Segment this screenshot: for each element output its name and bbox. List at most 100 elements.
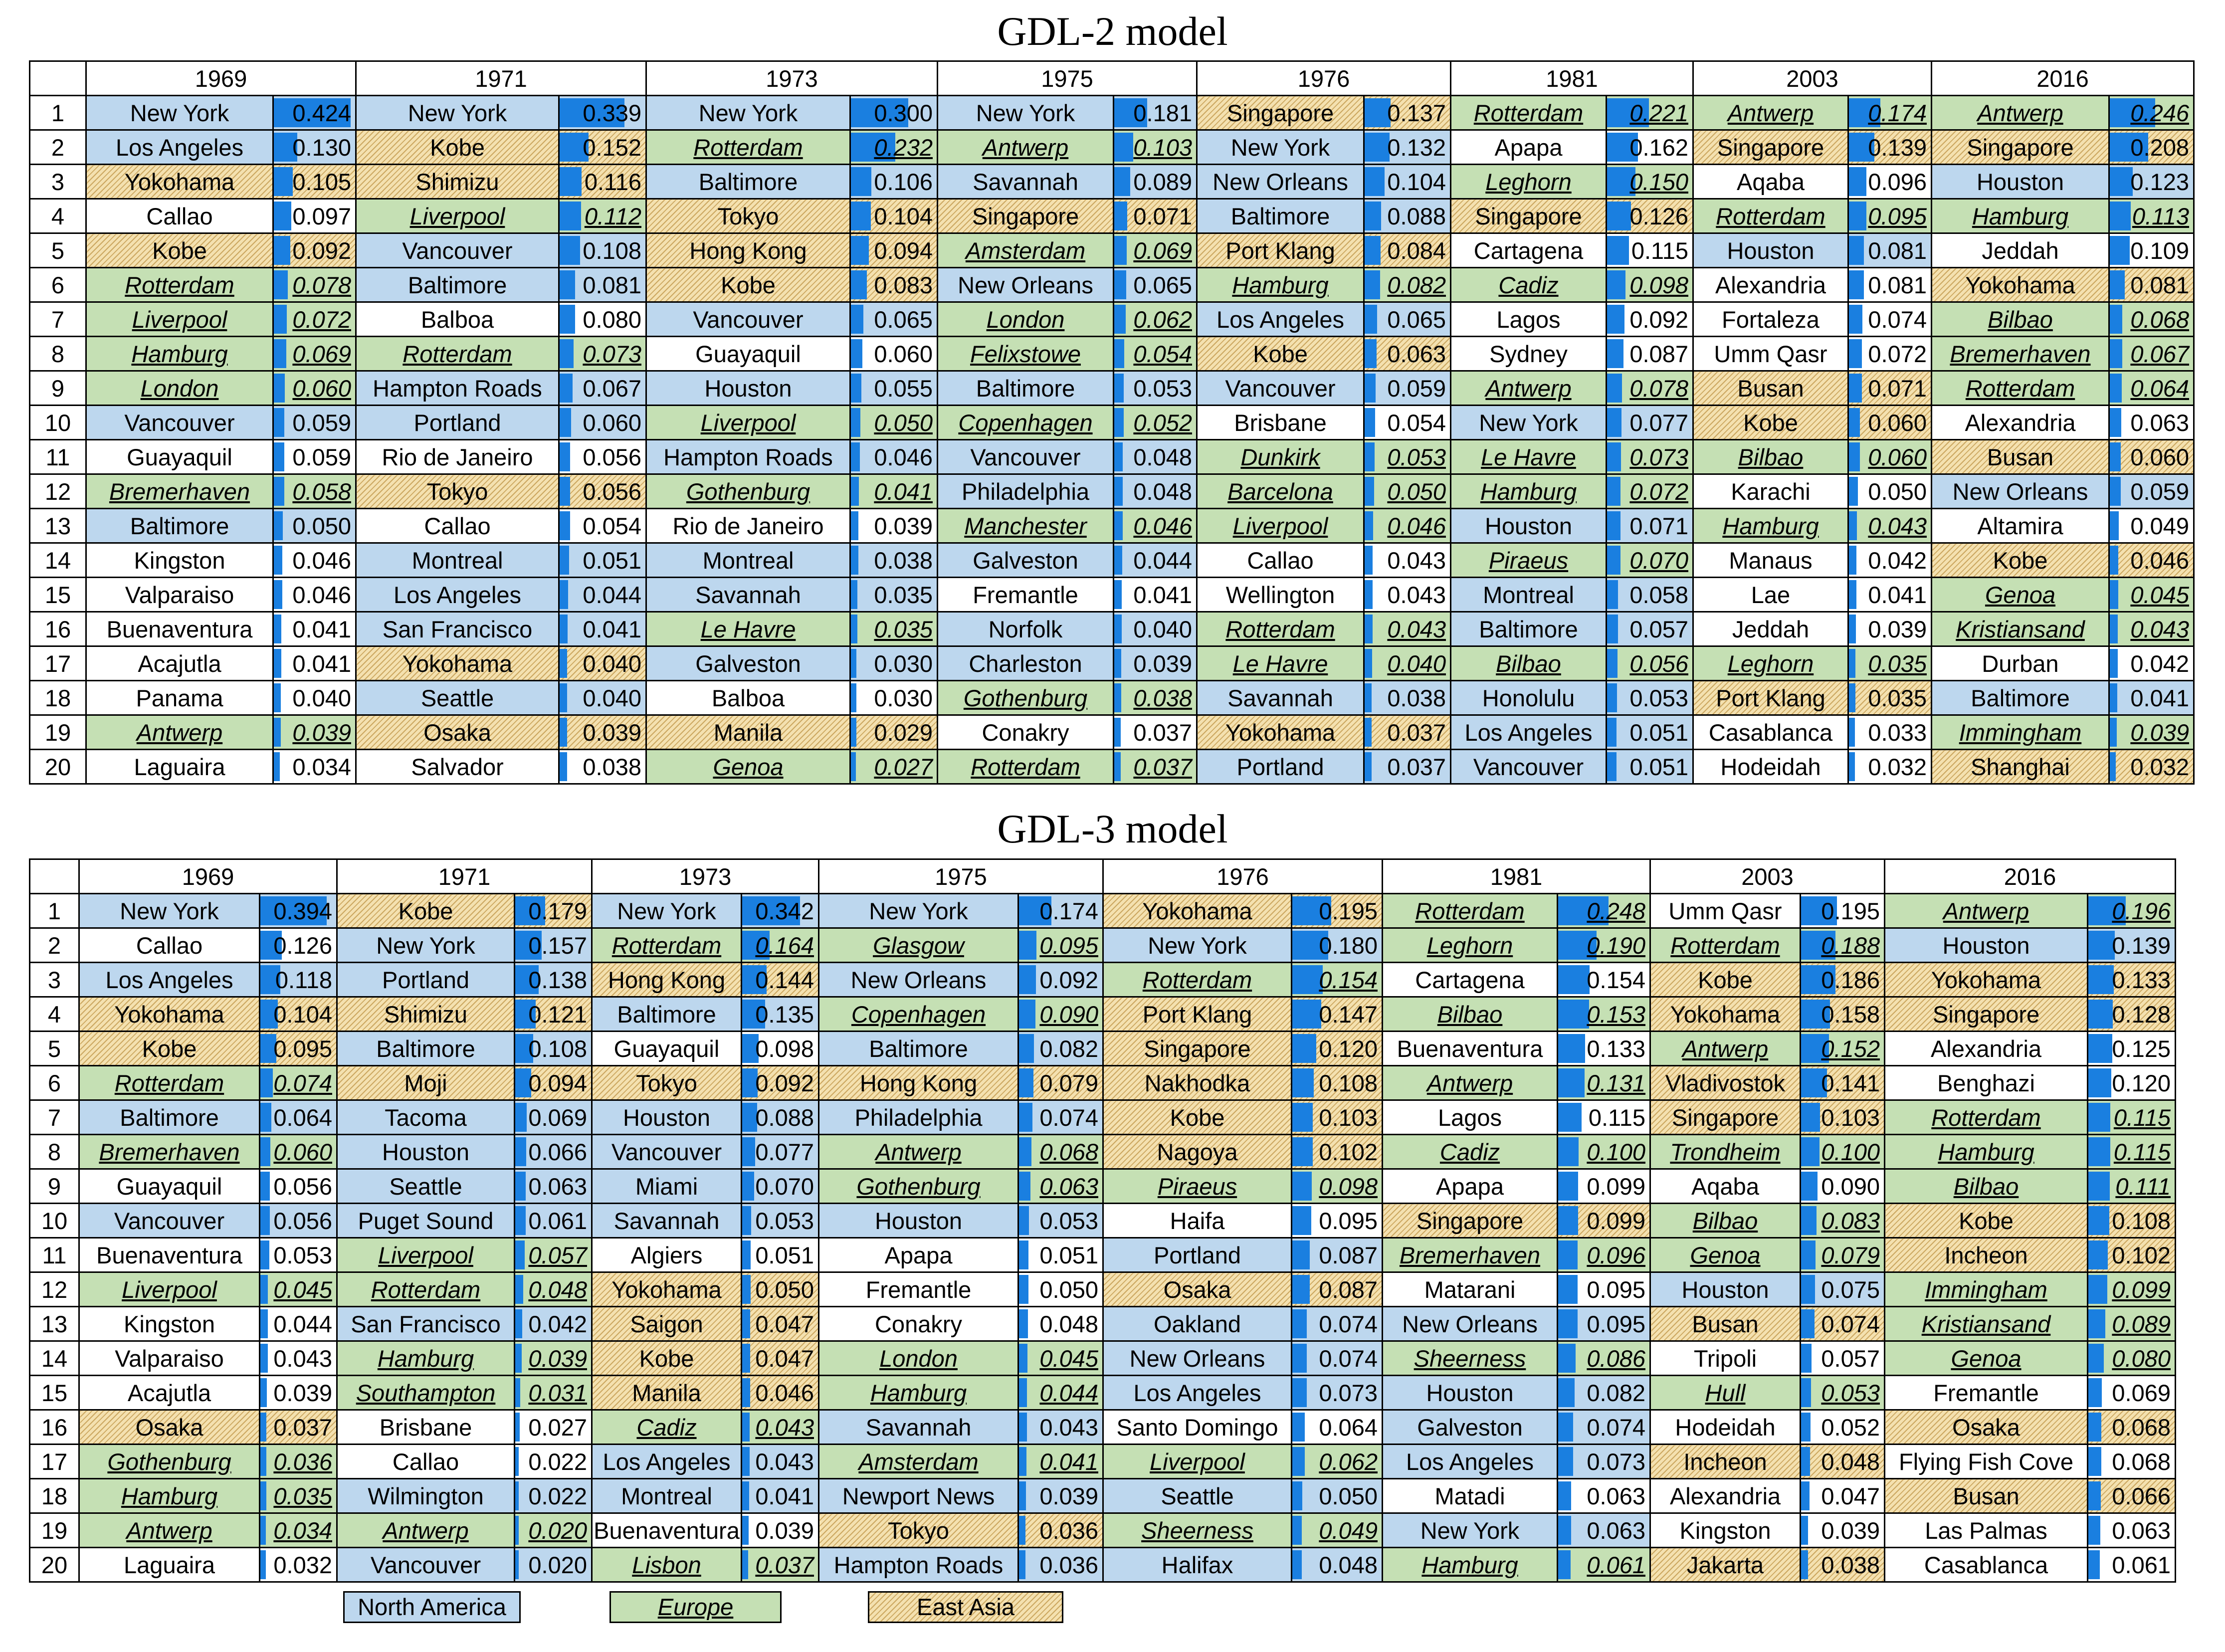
port-name-cell: Immingham xyxy=(1884,1271,2088,1307)
centrality-value-cell: 0.068 xyxy=(2108,301,2195,337)
value-bar xyxy=(1115,752,1121,781)
value-bar xyxy=(1365,408,1375,437)
port-name-cell: Algiers xyxy=(591,1237,742,1273)
port-name-cell: Callao xyxy=(355,508,560,544)
port-name-cell: New York xyxy=(1382,1512,1558,1548)
value-bar xyxy=(1365,580,1373,609)
centrality-value-cell: 0.083 xyxy=(849,267,938,303)
table-row: 14 Kingston 0.046 Montreal 0.051 Montreal 0.03… xyxy=(29,542,2195,578)
port-name-cell: Hodeidah xyxy=(1649,1409,1801,1445)
centrality-value-cell: 0.106 xyxy=(849,164,938,200)
centrality-value-cell: 0.086 xyxy=(1557,1340,1651,1376)
value-text: 0.063 xyxy=(2112,1517,2171,1544)
port-name-cell: Jakarta xyxy=(1649,1547,1801,1583)
centrality-value-cell: 0.080 xyxy=(2087,1340,2176,1376)
centrality-value-cell: 0.040 xyxy=(558,645,647,681)
centrality-value-cell: 0.130 xyxy=(272,129,357,165)
port-name-cell: Galveston xyxy=(1382,1409,1558,1445)
centrality-value-cell: 0.082 xyxy=(1363,267,1451,303)
value-text: 0.071 xyxy=(1868,375,1927,402)
centrality-value-cell: 0.094 xyxy=(849,232,938,268)
port-name-cell: Singapore xyxy=(1931,129,2110,165)
value-text: 0.036 xyxy=(1039,1551,1098,1578)
port-name-cell: Rotterdam xyxy=(1692,198,1849,234)
centrality-value-cell: 0.084 xyxy=(1363,232,1451,268)
value-text: 0.095 xyxy=(1868,203,1927,229)
value-text: 0.108 xyxy=(2112,1207,2171,1234)
value-bar xyxy=(1559,1550,1571,1579)
centrality-value-cell: 0.046 xyxy=(741,1375,819,1411)
value-text: 0.043 xyxy=(1387,547,1446,574)
value-text: 0.048 xyxy=(1133,478,1192,505)
port-name-cell: Guayaquil xyxy=(78,1168,260,1204)
value-text: 0.073 xyxy=(1629,443,1688,470)
centrality-value-cell: 0.115 xyxy=(2087,1134,2176,1170)
centrality-value-cell: 0.044 xyxy=(558,577,647,613)
port-name-cell: Nagoya xyxy=(1102,1134,1292,1170)
port-name-cell: London xyxy=(937,301,1114,337)
centrality-value-cell: 0.104 xyxy=(1363,164,1451,200)
value-bar xyxy=(851,683,857,712)
value-text: 0.180 xyxy=(1319,932,1378,959)
port-name-cell: Antwerp xyxy=(818,1134,1019,1170)
port-name-cell: Barcelona xyxy=(1196,473,1365,509)
value-text: 0.041 xyxy=(583,616,641,642)
port-name-cell: Santo Domingo xyxy=(1102,1409,1292,1445)
value-text: 0.068 xyxy=(2130,306,2189,333)
rank-number: 6 xyxy=(29,1065,80,1101)
value-bar xyxy=(1802,1516,1809,1545)
value-text: 0.067 xyxy=(2130,340,2189,367)
table-row: 3 Yokohama 0.105 Shimizu 0.116 Baltimore 0.106… xyxy=(29,164,2195,200)
value-text: 0.069 xyxy=(292,340,351,367)
centrality-value-cell: 0.060 xyxy=(558,405,647,440)
table-row: 14 Valparaiso 0.043 Hamburg 0.039 Kobe 0.047 Lo… xyxy=(29,1340,2176,1376)
port-name-cell: Alexandria xyxy=(1931,405,2110,440)
port-name-cell: Kobe xyxy=(1649,962,1801,998)
centrality-value-cell: 0.089 xyxy=(2087,1306,2176,1342)
centrality-value-cell: 0.069 xyxy=(1113,232,1198,268)
value-text: 0.072 xyxy=(292,306,351,333)
port-name-cell: Hamburg xyxy=(85,336,274,372)
value-bar xyxy=(1559,1481,1571,1510)
port-name-cell: Kobe xyxy=(591,1340,742,1376)
value-bar xyxy=(1849,718,1855,747)
value-bar xyxy=(851,270,867,299)
value-bar xyxy=(1802,1550,1809,1579)
value-text: 0.116 xyxy=(584,168,641,195)
value-text: 0.074 xyxy=(1319,1345,1378,1372)
port-name-cell: Houston xyxy=(591,1099,742,1135)
value-bar xyxy=(1365,167,1385,196)
centrality-value-cell: 0.050 xyxy=(272,508,357,544)
value-text: 0.164 xyxy=(755,932,814,959)
value-text: 0.040 xyxy=(583,650,641,677)
port-name-cell: Baltimore xyxy=(937,370,1114,406)
centrality-value-cell: 0.036 xyxy=(1017,1512,1104,1548)
centrality-value-cell: 0.158 xyxy=(1800,996,1885,1032)
value-bar xyxy=(274,236,291,265)
value-bar xyxy=(851,98,908,127)
centrality-value-cell: 0.072 xyxy=(1847,336,1932,372)
value-bar xyxy=(1019,1000,1036,1029)
value-bar xyxy=(2089,1550,2100,1579)
rank-number: 18 xyxy=(29,1478,80,1514)
value-text: 0.098 xyxy=(755,1035,814,1062)
value-bar xyxy=(1559,931,1597,960)
value-text: 0.090 xyxy=(1821,1173,1880,1200)
port-name-cell: Miami xyxy=(591,1168,742,1204)
value-text: 0.040 xyxy=(292,684,351,711)
value-bar xyxy=(743,1275,751,1304)
value-text: 0.424 xyxy=(292,99,351,126)
value-bar xyxy=(1849,202,1866,230)
value-bar xyxy=(560,339,574,368)
centrality-value-cell: 0.081 xyxy=(1847,232,1932,268)
centrality-value-cell: 0.070 xyxy=(1606,542,1694,578)
port-name-cell: Hamburg xyxy=(1450,473,1607,509)
value-bar xyxy=(1115,305,1126,334)
port-name-cell: Singapore xyxy=(1102,1031,1292,1066)
value-bar xyxy=(1608,718,1617,747)
port-name-cell: Seattle xyxy=(336,1168,515,1204)
value-bar xyxy=(1849,98,1881,127)
year-header-1969: 1969 xyxy=(85,60,357,96)
value-bar xyxy=(1019,965,1036,994)
value-text: 0.045 xyxy=(1039,1345,1098,1372)
